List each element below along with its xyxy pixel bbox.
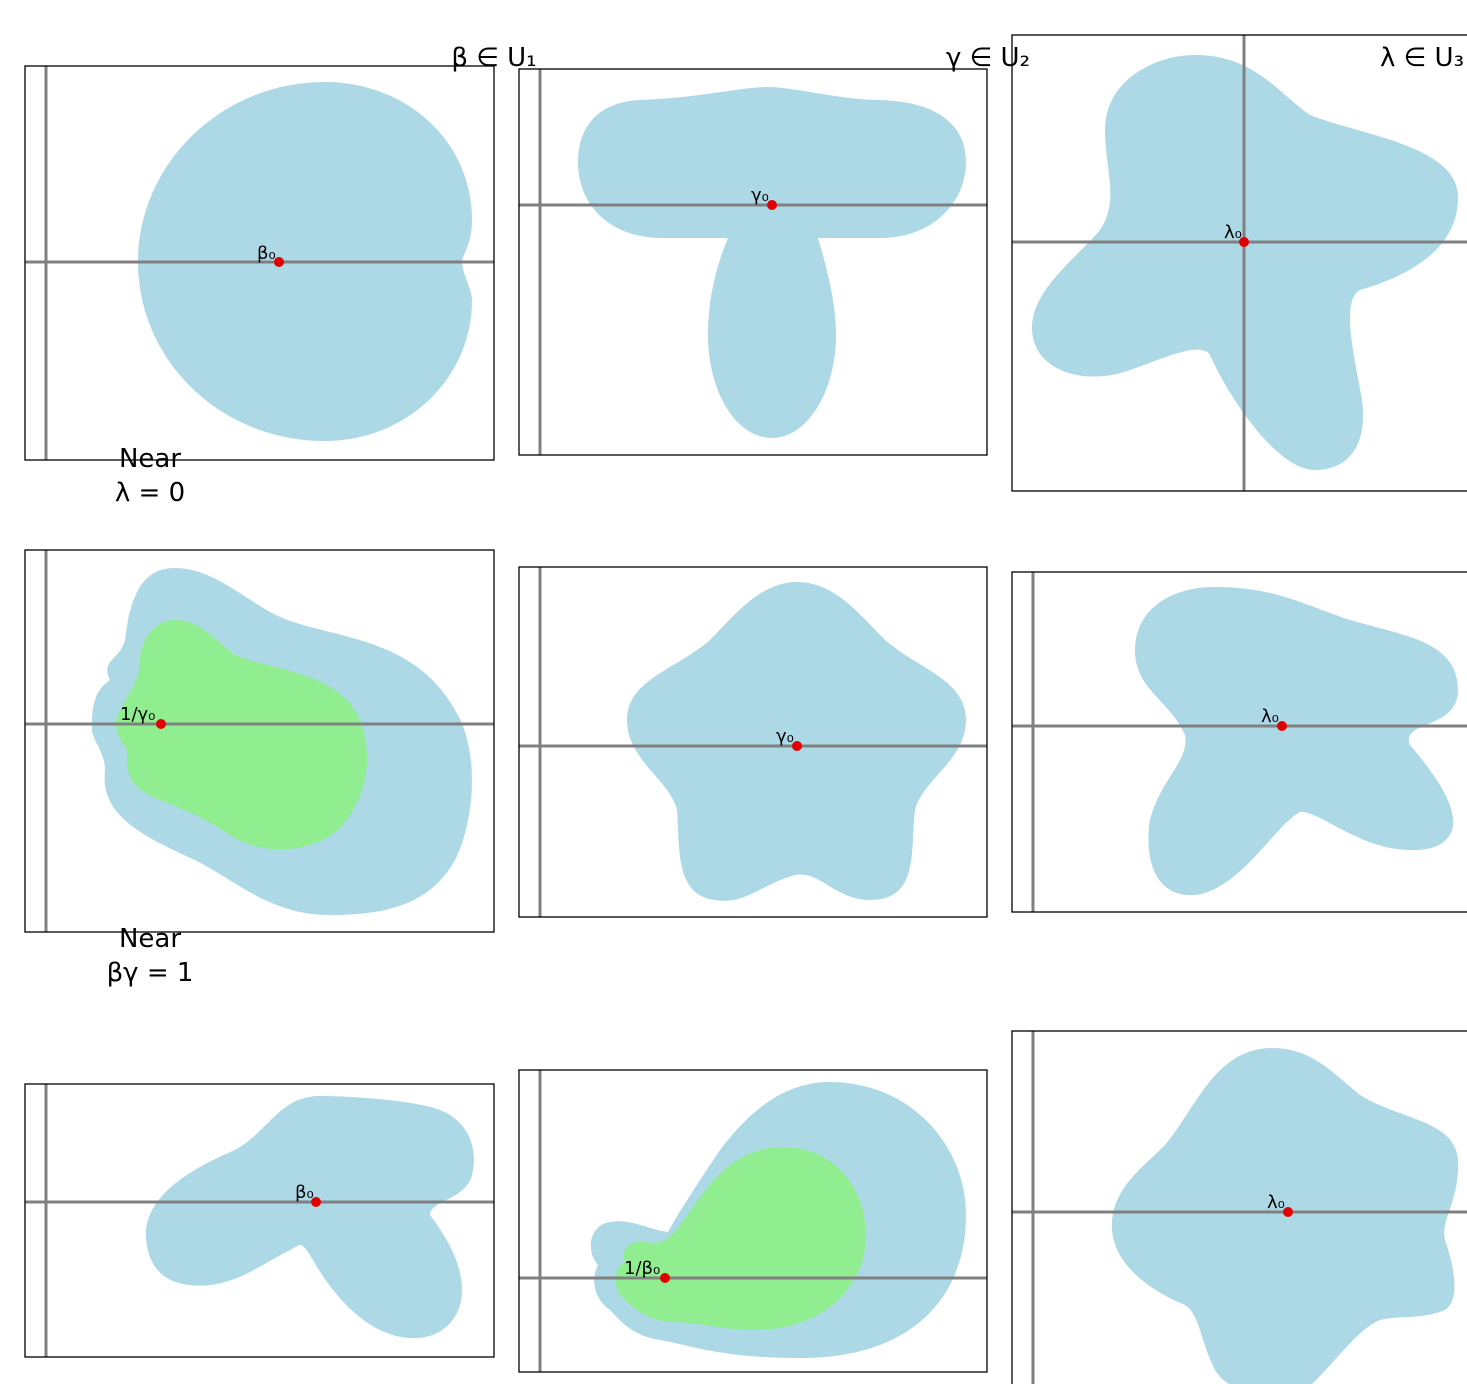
panel-frame xyxy=(518,68,988,456)
region-shape xyxy=(1135,587,1458,896)
panel-frame xyxy=(1011,1030,1467,1384)
panel-frame xyxy=(1011,571,1467,913)
base-point-marker xyxy=(767,200,777,210)
base-point-marker xyxy=(274,257,284,267)
region-shape xyxy=(578,87,966,438)
base-point-label: γ₀ xyxy=(776,726,794,747)
panel-r3c2 xyxy=(519,1070,987,1372)
base-point-label: λ₀ xyxy=(1224,222,1242,243)
panel-r2c1 xyxy=(25,550,494,932)
region-shape xyxy=(145,1096,474,1339)
base-point-marker xyxy=(792,741,802,751)
row-label-near-lambda-zero-line2: λ = 0 xyxy=(115,478,185,508)
panel-frame xyxy=(24,1083,495,1358)
row-label-near-beta-gamma-one-line1: Near xyxy=(119,924,181,954)
panel-r3c3 xyxy=(1012,1031,1467,1384)
base-point-marker xyxy=(311,1197,321,1207)
panel-frame xyxy=(1011,34,1467,492)
panel-r2c3 xyxy=(1012,572,1467,912)
base-point-marker xyxy=(660,1273,670,1283)
base-point-marker xyxy=(1277,721,1287,731)
panel-frame xyxy=(24,549,495,933)
base-point-label: 1/β₀ xyxy=(624,1258,660,1279)
panel-r1c1 xyxy=(25,66,494,460)
panel-r1c3 xyxy=(1012,35,1467,491)
panel-r3c1 xyxy=(25,1084,494,1357)
base-point-label: λ₀ xyxy=(1261,706,1279,727)
base-point-marker xyxy=(156,719,166,729)
row-label-near-beta-gamma-one-line2: βγ = 1 xyxy=(107,958,194,988)
panel-r2c2 xyxy=(519,567,987,917)
subregion-shape xyxy=(115,620,368,850)
base-point-label: γ₀ xyxy=(751,185,769,206)
base-point-label: 1/γ₀ xyxy=(120,704,155,725)
base-point-marker xyxy=(1283,1207,1293,1217)
column-title-gamma: γ ∈ U₂ xyxy=(946,43,1030,73)
column-title-lambda: λ ∈ U₃ xyxy=(1380,43,1464,73)
panel-frame xyxy=(24,65,495,461)
base-point-label: β₀ xyxy=(295,1182,314,1203)
base-point-label: λ₀ xyxy=(1267,1192,1285,1213)
row-label-near-lambda-zero-line1: Near xyxy=(119,444,181,474)
subregion-shape xyxy=(615,1147,866,1330)
base-point-marker xyxy=(1239,237,1249,247)
panel-frame xyxy=(518,566,988,918)
panel-frame xyxy=(518,1069,988,1373)
base-point-label: β₀ xyxy=(257,243,276,264)
panel-r1c2 xyxy=(519,69,987,455)
